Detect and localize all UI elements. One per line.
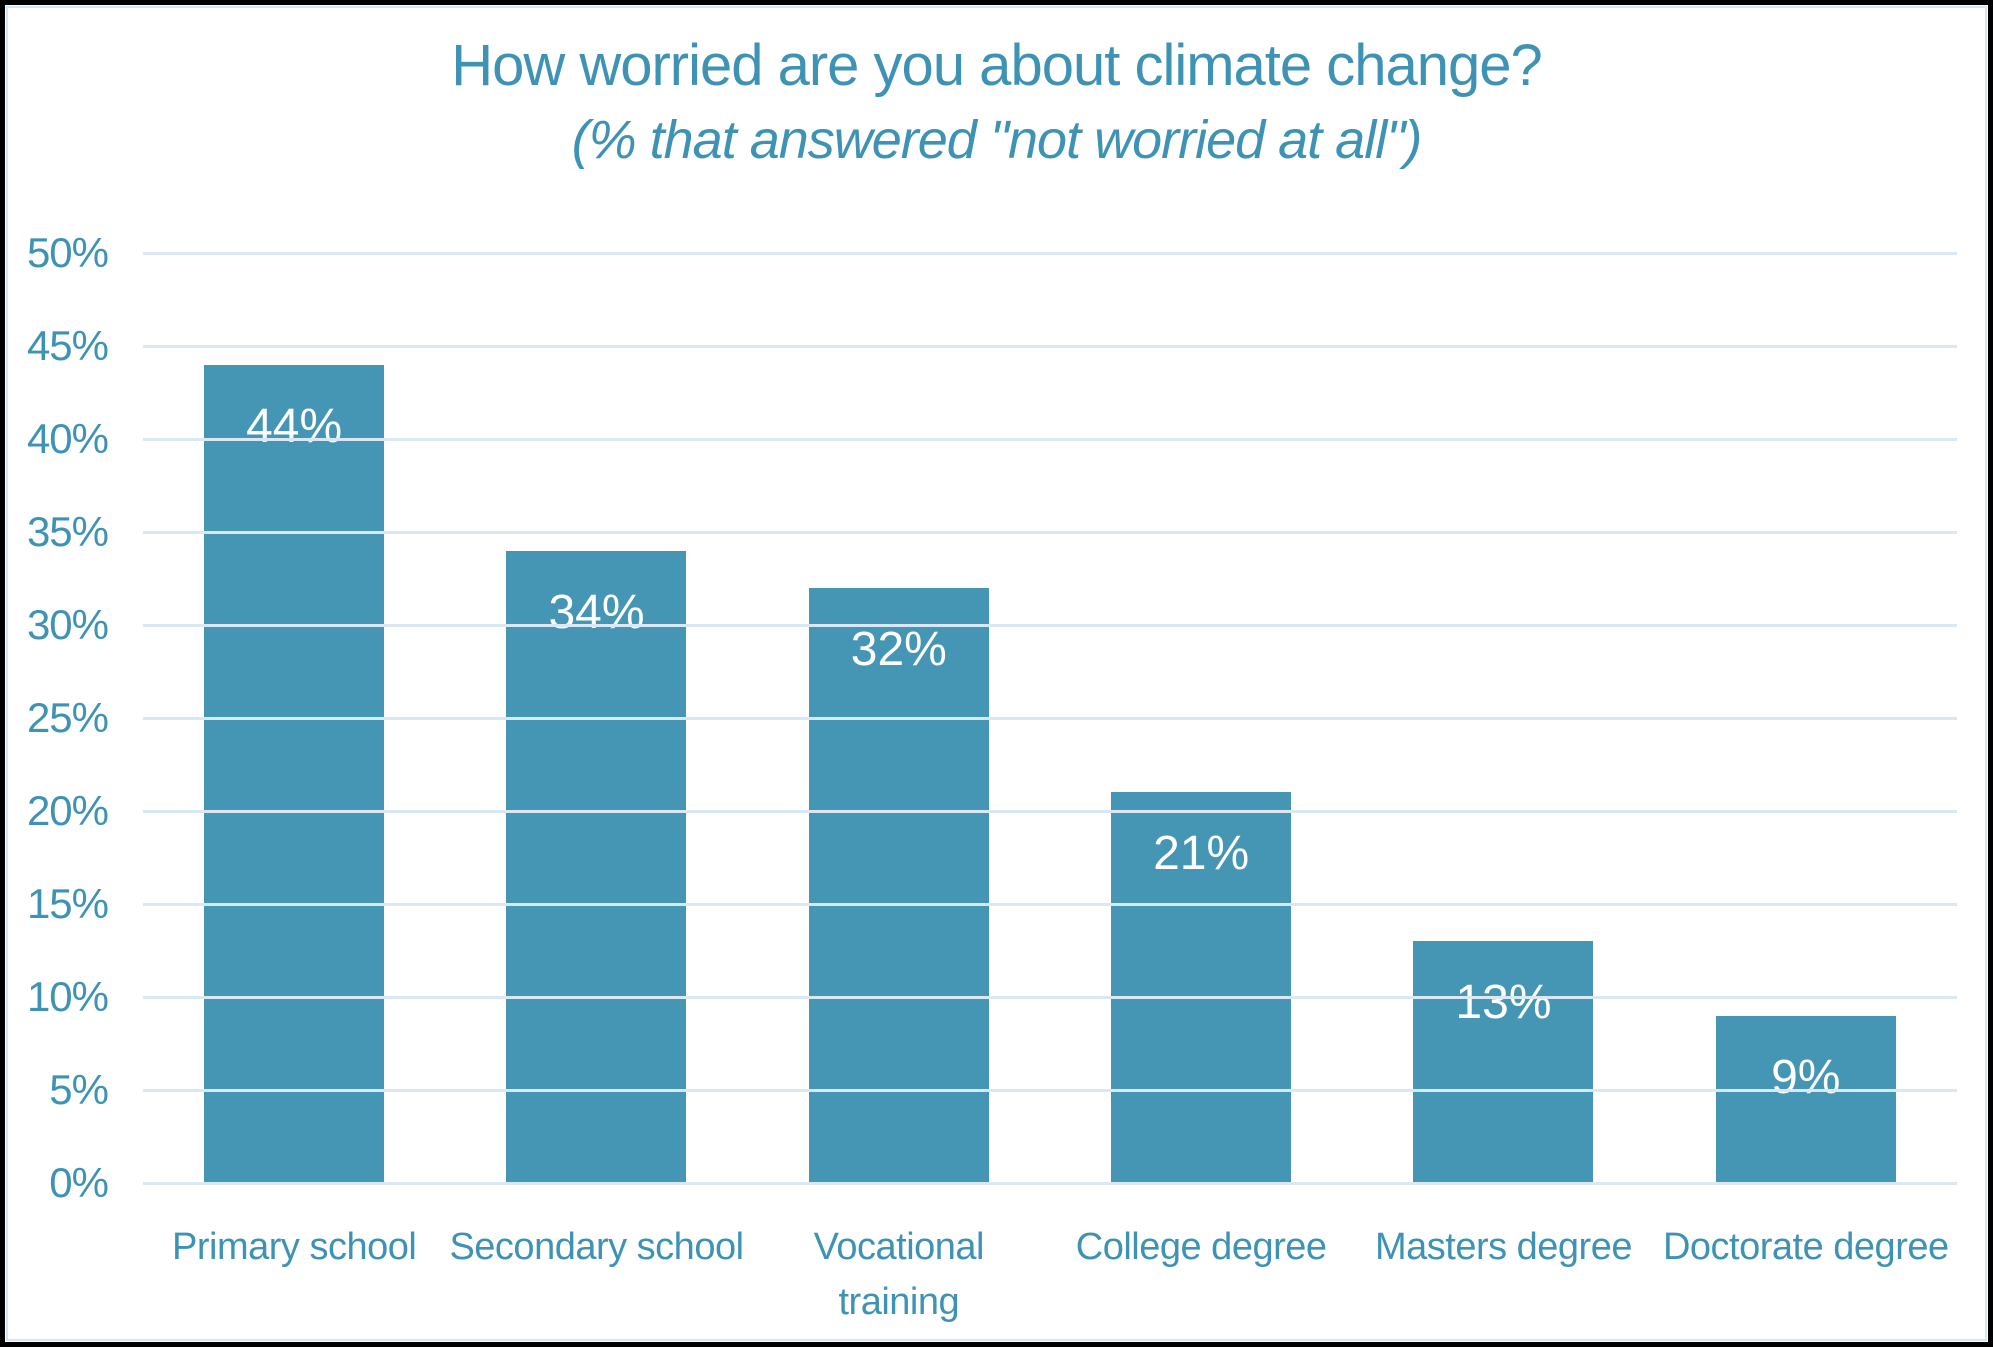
bar: 21%: [1111, 792, 1292, 1183]
y-tick-label: 25%: [26, 694, 109, 741]
y-tick-label: 40%: [26, 415, 109, 462]
x-category-label: Masters degree: [1374, 1226, 1633, 1268]
y-tick-label: 35%: [26, 508, 109, 555]
y-tick-label: 20%: [26, 787, 109, 834]
bar: 13%: [1413, 941, 1594, 1183]
bar: 34%: [506, 550, 687, 1183]
y-tick-label: 10%: [26, 973, 109, 1020]
plot-area: 44% 34% 32% 21% 13% 9%: [143, 252, 1957, 1185]
x-axis: Primary school Secondary school Vocational…: [143, 1220, 1957, 1330]
gridline: [143, 252, 1957, 255]
bar-value-label: 9%: [1771, 1050, 1841, 1104]
gridline: [143, 624, 1957, 627]
gridline: [143, 531, 1957, 534]
gridline: [143, 810, 1957, 813]
gridline: [143, 717, 1957, 720]
gridline: [143, 996, 1957, 999]
bar-value-label: 13%: [1455, 976, 1552, 1030]
bar-value-label: 32%: [850, 622, 947, 676]
y-tick-label: 50%: [26, 229, 109, 276]
y-tick-label: 5%: [49, 1066, 109, 1113]
bar-value-label: 34%: [548, 585, 645, 639]
bar: 44%: [204, 364, 385, 1183]
gridline: [143, 438, 1957, 441]
bar: 32%: [808, 587, 989, 1183]
y-tick-label: 0%: [49, 1159, 109, 1206]
y-tick-label: 15%: [26, 880, 109, 927]
chart-subtitle: (% that answered "not worried at all"): [571, 110, 1423, 170]
bar-value-label: 21%: [1153, 827, 1250, 881]
chart-canvas: How worried are you about climate change…: [6, 6, 1987, 1341]
gridline: [143, 1089, 1957, 1092]
gridline: [143, 345, 1957, 348]
gridline: [143, 903, 1957, 906]
bar: 9%: [1715, 1015, 1896, 1183]
x-category-label: Secondary school: [449, 1226, 744, 1268]
bar-series: 44% 34% 32% 21% 13% 9%: [143, 253, 1957, 1183]
gridline: [143, 1182, 1957, 1185]
x-category-label: Doctorate degree: [1662, 1226, 1949, 1268]
x-category-label: Vocational training: [813, 1226, 985, 1324]
chart-title: How worried are you about climate change…: [451, 33, 1543, 98]
title-block: How worried are you about climate change…: [8, 32, 1985, 171]
x-category-label: Primary school: [172, 1226, 417, 1268]
y-tick-label: 30%: [26, 601, 109, 648]
bar-value-label: 44%: [246, 399, 343, 453]
y-tick-label: 45%: [26, 322, 109, 369]
x-category-label: College degree: [1075, 1226, 1327, 1268]
